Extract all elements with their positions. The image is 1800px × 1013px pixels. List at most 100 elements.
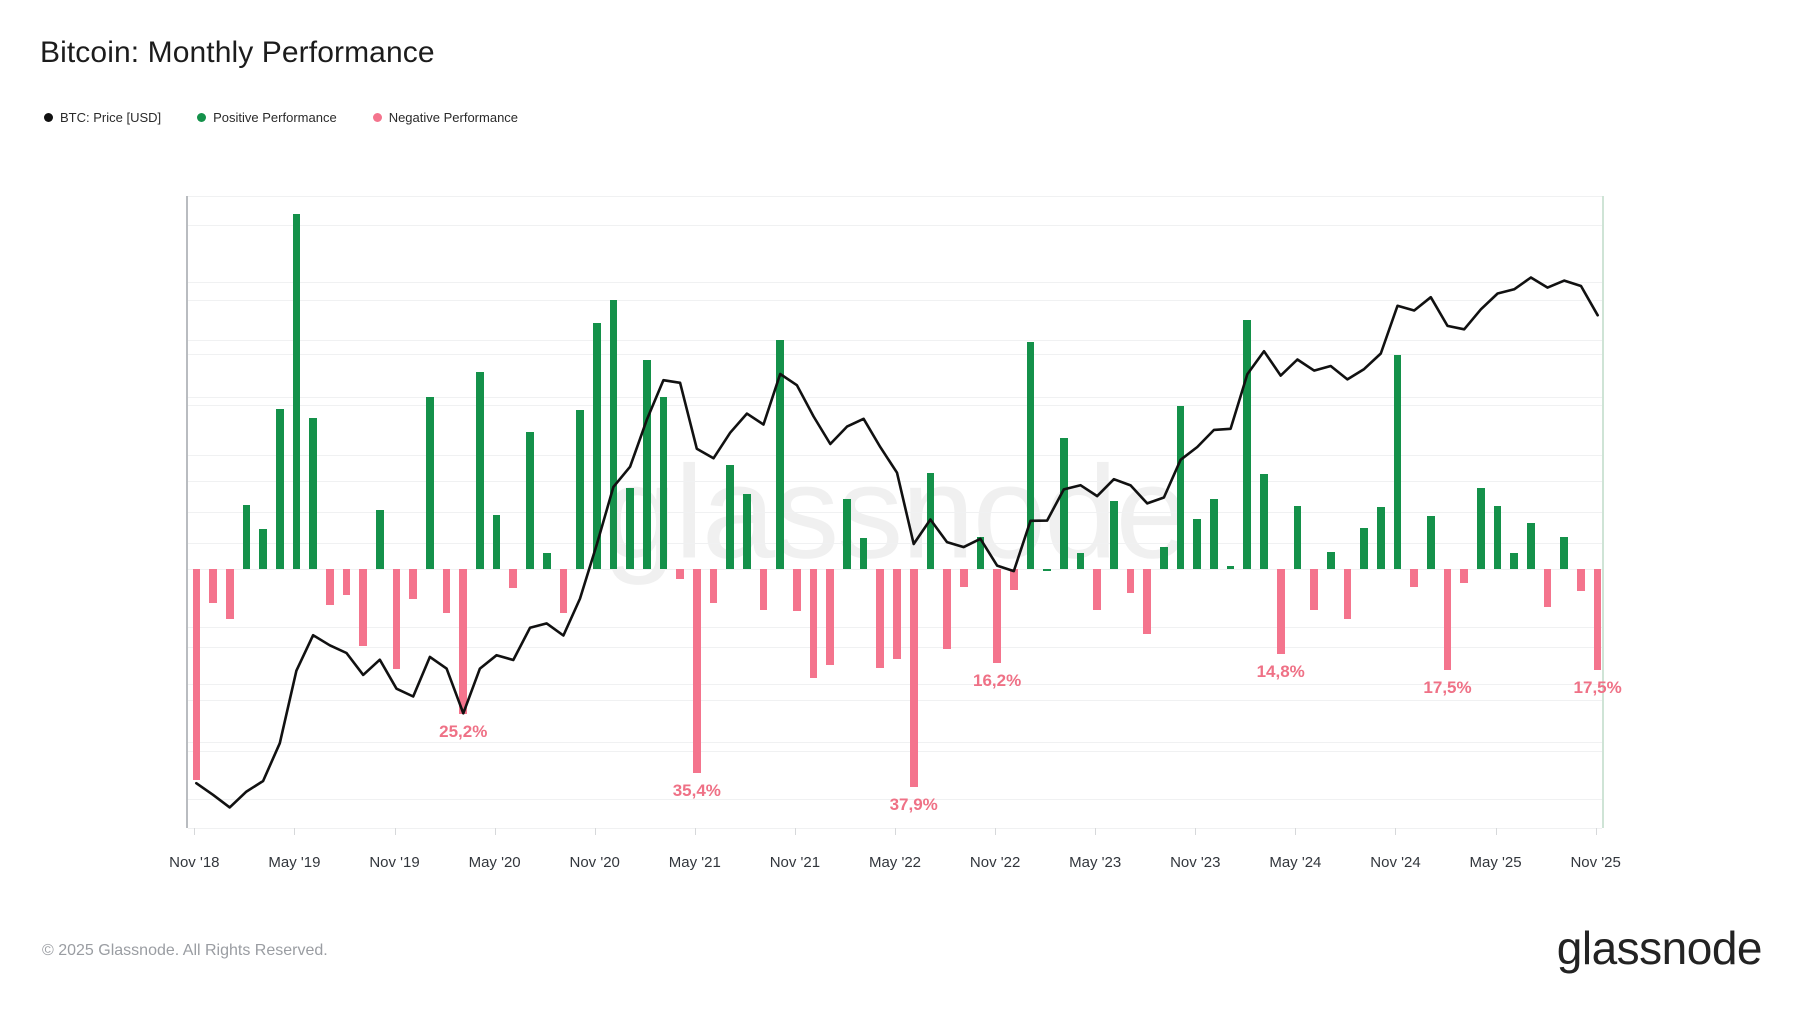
bar-negative[interactable] <box>1543 569 1552 607</box>
bar-positive[interactable] <box>1360 527 1368 570</box>
bar-negative[interactable] <box>1143 569 1152 635</box>
legend-item-0[interactable]: BTC: Price [USD] <box>44 110 161 125</box>
bar-negative[interactable] <box>1593 569 1602 670</box>
bar-positive[interactable] <box>376 509 384 570</box>
bar-negative[interactable] <box>826 569 835 666</box>
x-axis-tick-mark <box>1395 828 1397 835</box>
bar-negative[interactable] <box>459 569 468 715</box>
gridline <box>188 799 1602 801</box>
bar-negative[interactable] <box>943 569 951 650</box>
bar-positive[interactable] <box>726 464 734 570</box>
bar-positive[interactable] <box>1293 505 1302 570</box>
bar-positive[interactable] <box>275 408 284 570</box>
bar-positive[interactable] <box>1477 488 1485 570</box>
bar-positive[interactable] <box>242 505 251 570</box>
bar-positive[interactable] <box>1176 405 1185 570</box>
bar-positive[interactable] <box>1326 552 1335 570</box>
bar-positive[interactable] <box>576 410 584 570</box>
bar-positive[interactable] <box>1043 568 1051 571</box>
bar-negative[interactable] <box>876 569 885 668</box>
bar-positive[interactable] <box>1226 566 1235 570</box>
bar-positive[interactable] <box>1110 501 1118 570</box>
bar-positive[interactable] <box>1510 552 1519 570</box>
bar-positive[interactable] <box>1243 319 1252 570</box>
bar-negative[interactable] <box>359 569 367 647</box>
bar-negative[interactable] <box>759 569 768 611</box>
bar-positive[interactable] <box>843 499 851 570</box>
x-axis-tick: May '23 <box>1069 854 1122 871</box>
x-axis-tick-mark <box>995 828 997 835</box>
bar-positive[interactable] <box>776 340 785 570</box>
gridline <box>188 512 1602 513</box>
bar-positive[interactable] <box>1493 506 1502 570</box>
bar-positive[interactable] <box>1210 499 1218 570</box>
legend-item-2[interactable]: Negative Performance <box>372 110 518 125</box>
bar-negative[interactable] <box>1310 569 1318 610</box>
bar-positive[interactable] <box>292 213 301 570</box>
bar-positive[interactable] <box>1376 507 1385 570</box>
bar-negative[interactable] <box>1577 569 1585 591</box>
bar-negative[interactable] <box>209 569 217 603</box>
bar-positive[interactable] <box>592 322 601 570</box>
bar-positive[interactable] <box>526 431 534 570</box>
bar-negative[interactable] <box>442 569 451 613</box>
legend-item-label: Positive Performance <box>213 110 337 125</box>
bar-positive[interactable] <box>309 417 317 570</box>
bar-negative[interactable] <box>392 569 401 669</box>
bar-positive[interactable] <box>1160 547 1168 570</box>
gridline <box>188 282 1602 284</box>
bar-positive[interactable] <box>659 397 668 570</box>
bar-positive[interactable] <box>609 299 618 570</box>
bar-positive[interactable] <box>542 552 551 570</box>
bar-negative[interactable] <box>1276 569 1285 655</box>
legend-item-label: BTC: Price [USD] <box>60 110 162 125</box>
bar-negative[interactable] <box>893 569 901 660</box>
bar-negative[interactable] <box>909 569 918 788</box>
bar-negative[interactable] <box>993 569 1001 663</box>
bar-negative[interactable] <box>509 569 518 588</box>
bar-positive[interactable] <box>1393 355 1402 570</box>
gridline <box>188 542 1602 544</box>
legend-item-1[interactable]: Positive Performance <box>197 110 337 125</box>
bar-positive[interactable] <box>426 397 434 570</box>
bar-positive[interactable] <box>492 514 501 570</box>
bar-negative[interactable] <box>325 569 334 606</box>
bar-negative[interactable] <box>692 569 701 773</box>
bar-positive[interactable] <box>859 538 868 570</box>
bar-positive[interactable] <box>1076 553 1085 570</box>
bar-positive[interactable] <box>1560 537 1569 570</box>
bar-positive[interactable] <box>259 528 267 570</box>
x-axis-tick: May '25 <box>1469 854 1522 871</box>
bar-negative[interactable] <box>1009 569 1018 591</box>
bar-negative[interactable] <box>559 569 568 613</box>
bar-positive[interactable] <box>1426 516 1435 570</box>
bar-positive[interactable] <box>1527 522 1535 570</box>
bar-positive[interactable] <box>976 537 985 570</box>
legend-dot-icon <box>197 113 207 122</box>
bar-negative[interactable] <box>709 569 718 604</box>
bar-negative[interactable] <box>192 569 201 780</box>
bar-negative[interactable] <box>1410 569 1418 588</box>
bar-negative[interactable] <box>676 569 684 580</box>
bar-positive[interactable] <box>476 372 484 570</box>
bar-negative[interactable] <box>1460 569 1469 583</box>
bar-negative[interactable] <box>225 569 234 619</box>
bar-negative[interactable] <box>1343 569 1352 619</box>
bar-positive[interactable] <box>626 488 634 570</box>
x-axis-tick-mark <box>294 828 296 835</box>
bar-positive[interactable] <box>1193 518 1202 570</box>
bar-negative[interactable] <box>793 569 801 612</box>
bar-positive[interactable] <box>743 493 751 570</box>
bar-negative[interactable] <box>1093 569 1102 610</box>
bar-negative[interactable] <box>959 569 968 588</box>
bar-negative[interactable] <box>409 569 418 599</box>
bar-negative[interactable] <box>1126 569 1135 593</box>
bar-positive[interactable] <box>1059 437 1068 570</box>
bar-positive[interactable] <box>642 360 651 570</box>
bar-positive[interactable] <box>1260 474 1268 570</box>
bar-negative[interactable] <box>809 569 818 679</box>
bar-negative[interactable] <box>1443 569 1452 670</box>
bar-negative[interactable] <box>342 569 351 596</box>
x-axis-tick-mark <box>694 828 696 835</box>
bar-positive[interactable] <box>1026 341 1035 570</box>
